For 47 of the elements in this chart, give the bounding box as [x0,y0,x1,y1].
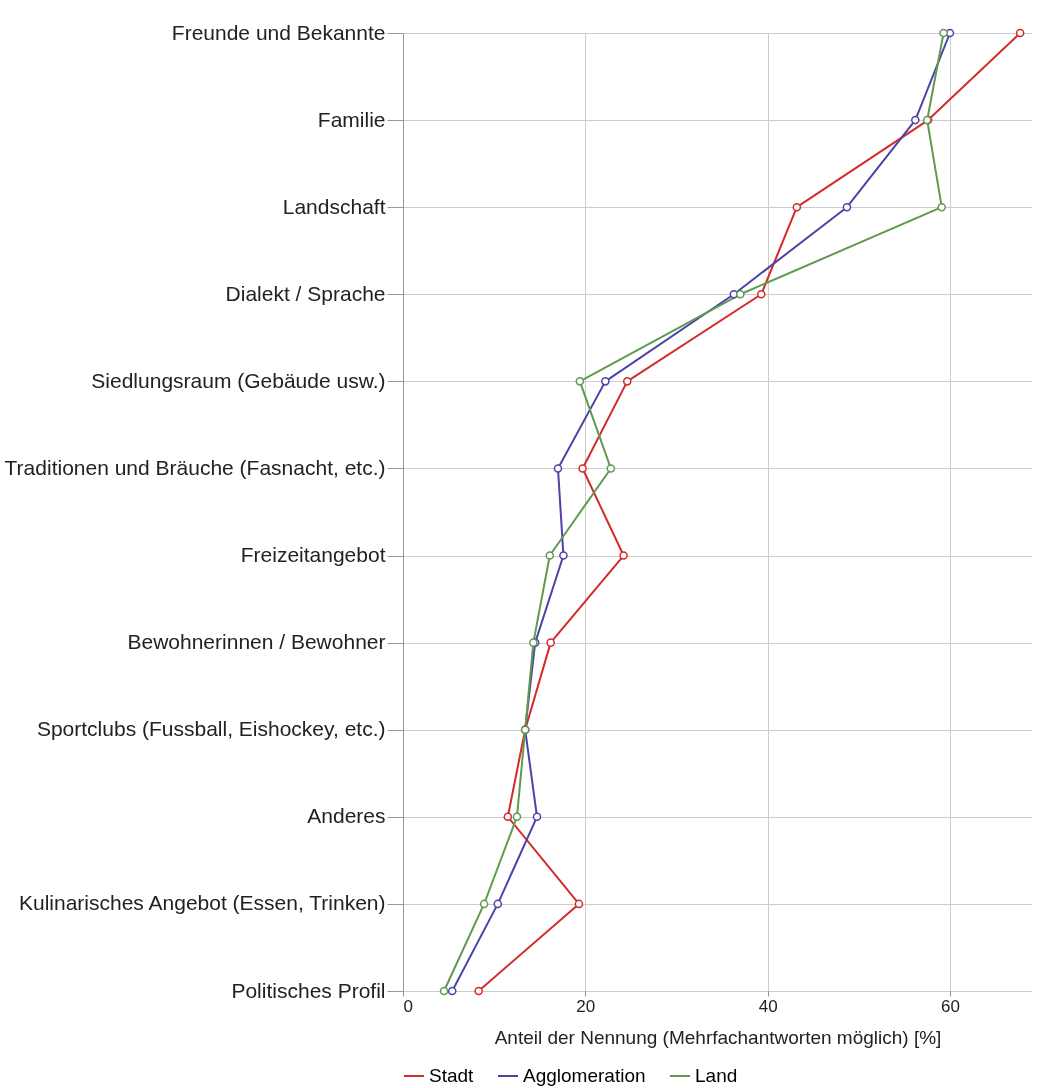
point [512,812,522,822]
x-axis-title: Anteil der Nennung (Mehrfachantworten möglich) [%] [494,1026,942,1048]
y-tick-label: Siedlungsraum (Gebäude usw.) [91,368,386,392]
y-tick-label: Bewohnerinnen / Bewohner [127,630,386,654]
y-tick-label: Politisches Profil [231,978,386,1002]
y-tick-label: Freizeitangebot [240,543,386,567]
y-tick-label: Sportclubs (Fussball, Eishockey, etc.) [36,717,386,741]
point [578,464,587,473]
point [574,899,584,909]
point [792,202,802,212]
point [503,812,513,822]
y-tick-label: Familie [317,107,386,131]
point [622,377,632,386]
point [493,899,503,909]
point [479,899,489,909]
point [756,289,766,299]
x-tick-label: 0 [403,996,413,1016]
point [559,551,568,560]
y-tick-label: Dialekt / Sprache [225,281,386,305]
point [842,202,852,212]
legend-label: Agglomeration [523,1065,646,1086]
point [939,28,948,38]
point [545,551,555,560]
point [474,986,483,996]
point [553,464,563,473]
point [911,115,920,125]
point [736,289,745,299]
point [447,986,457,996]
legend-label: Stadt [429,1065,475,1086]
y-tick-label: Landschaft [282,194,386,218]
y-tick-label: Freunde und Bekannte [171,20,386,44]
y-tick-label: Kulinarisches Angebot (Essen, Trinken) [18,891,386,915]
point [937,202,947,212]
y-tick-label: Anderes [307,804,386,828]
point [532,812,542,822]
point [439,986,449,996]
point [601,377,610,386]
point [619,551,628,560]
x-tick-label: 60 [941,996,960,1016]
x-tick-label: 40 [758,996,778,1016]
point [575,377,585,386]
x-tick-label: 20 [576,996,596,1016]
legend-label: Land [695,1065,738,1086]
point [606,464,616,473]
point [1015,28,1025,38]
point [546,638,555,647]
y-tick-label: Traditionen und Bräuche (Fasnacht, etc.) [4,455,386,479]
